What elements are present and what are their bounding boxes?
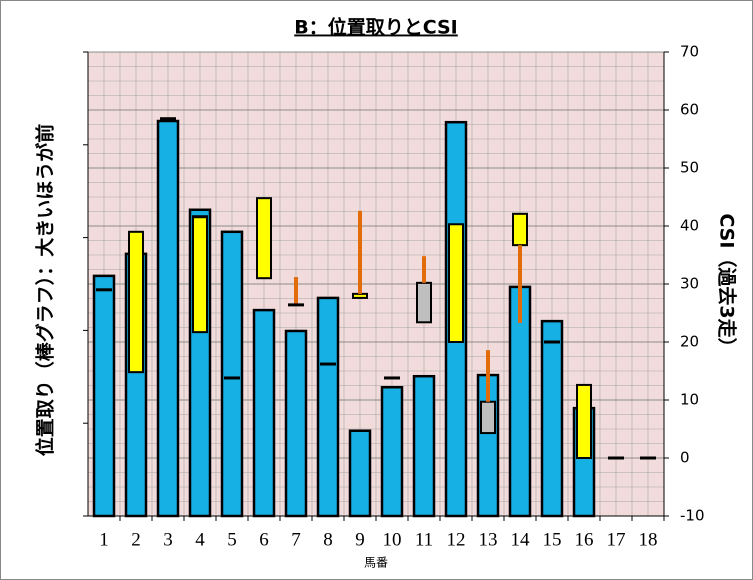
x-tick-label: 11 (415, 529, 433, 550)
y-tick-label: 60 (680, 101, 699, 119)
y-tick-label: 70 (680, 43, 699, 61)
csi-box (192, 215, 208, 334)
x-tick-label: 5 (227, 529, 237, 550)
y-tick-label: 40 (680, 217, 699, 235)
x-axis-label: 馬番 (364, 556, 388, 570)
x-tick-label: 3 (163, 529, 173, 550)
bar (92, 274, 116, 518)
bar (220, 230, 244, 518)
csi-box (512, 212, 528, 247)
y-tick-label: -10 (680, 507, 705, 525)
x-tick-label: 17 (607, 529, 626, 550)
csi-box (576, 383, 592, 460)
x-tick-label: 18 (639, 529, 658, 550)
y-tick-label: 0 (680, 449, 690, 467)
x-tick-label: 7 (291, 529, 301, 550)
y2-axis-label: CSI（過去3走） (716, 213, 739, 356)
y-tick-label: 20 (680, 333, 699, 351)
x-tick-label: 4 (195, 529, 205, 550)
x-tick-label: 14 (511, 529, 531, 550)
y-tick-label: 30 (680, 275, 699, 293)
csi-box (448, 223, 464, 343)
csi-box (480, 400, 496, 435)
bar (284, 329, 308, 518)
x-tick-label: 6 (259, 529, 269, 550)
x-tick-label: 13 (479, 529, 498, 550)
chart-title: B：位置取りとCSI (294, 16, 458, 39)
y-tick-label: 50 (680, 159, 699, 177)
x-tick-label: 1 (99, 529, 109, 550)
bar (252, 308, 276, 518)
bar (348, 429, 372, 518)
csi-box (352, 292, 368, 299)
bar (156, 119, 180, 518)
bar (316, 296, 340, 518)
x-tick-label: 9 (355, 529, 365, 550)
x-tick-label: 16 (575, 529, 594, 550)
csi-box (256, 197, 272, 280)
x-tick-label: 12 (447, 529, 466, 550)
x-tick-label: 15 (543, 529, 562, 550)
csi-box (128, 230, 144, 374)
bar (412, 374, 436, 518)
x-tick-label: 2 (131, 529, 141, 550)
bar (540, 319, 564, 518)
bar (380, 385, 404, 518)
x-tick-label: 10 (383, 529, 402, 550)
y-axis-label: 位置取り（棒グラフ）：大きいほうが前 (34, 124, 57, 457)
csi-box (416, 281, 432, 324)
y-tick-label: 10 (680, 391, 699, 409)
x-tick-label: 8 (323, 529, 333, 550)
